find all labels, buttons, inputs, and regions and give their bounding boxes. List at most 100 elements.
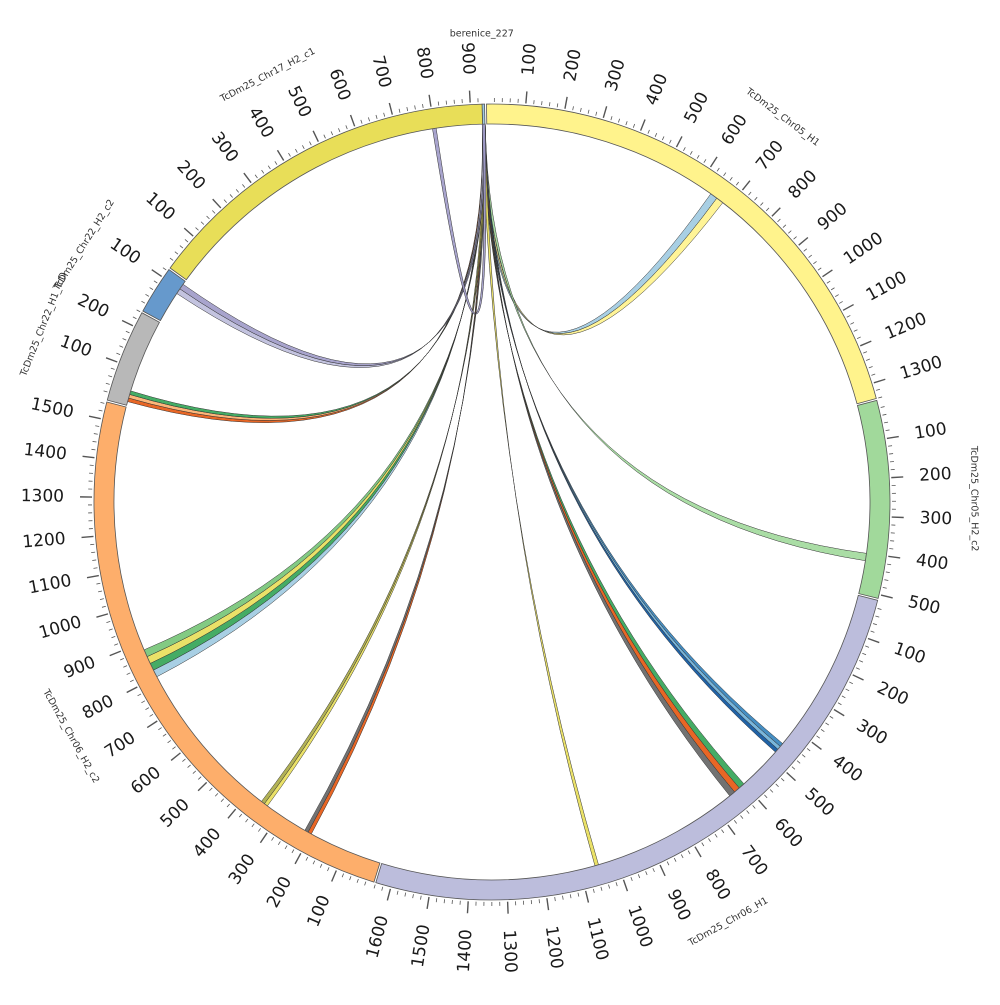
tick-label: 1200 <box>22 529 67 553</box>
tick-mark <box>869 367 873 368</box>
tick-mark <box>755 197 758 200</box>
tick-label: 100 <box>518 42 541 76</box>
tick-mark <box>120 658 124 660</box>
tick-mark <box>868 638 879 642</box>
tick-label: 600 <box>770 814 807 852</box>
tick-mark <box>467 901 468 913</box>
tick-mark <box>722 830 724 833</box>
tick-label: 800 <box>784 166 821 203</box>
tick-mark <box>109 629 113 630</box>
tick-mark <box>111 368 115 369</box>
tick-mark <box>827 281 830 283</box>
tick-mark <box>662 136 664 140</box>
tick-mark <box>799 238 808 246</box>
tick-mark <box>209 788 212 791</box>
tick-mark <box>193 771 196 774</box>
tick-mark <box>141 301 144 303</box>
tick-mark <box>653 868 655 872</box>
tick-mark <box>295 853 301 864</box>
tick-mark <box>881 407 885 408</box>
tick-mark <box>638 874 639 878</box>
tick-label: 600 <box>127 763 165 799</box>
tick-mark <box>429 95 431 107</box>
tick-mark <box>794 237 797 240</box>
tick-mark <box>278 841 280 844</box>
segment-chr05h1 <box>486 104 876 404</box>
link-chr06h2-7 <box>153 124 483 677</box>
tick-mark <box>695 847 701 857</box>
tick-label: 300 <box>225 850 260 888</box>
tick-mark <box>313 861 315 865</box>
tick-mark <box>331 131 333 135</box>
tick-mark <box>327 867 329 871</box>
tick-mark <box>123 666 127 668</box>
tick-mark <box>123 338 127 340</box>
tick-label: 500 <box>157 795 194 832</box>
tick-mark <box>747 811 750 814</box>
tick-mark <box>783 225 786 228</box>
tick-mark <box>878 608 882 609</box>
link-chr06h1-4 <box>482 124 598 866</box>
tick-mark <box>667 862 669 866</box>
tick-label: 100 <box>141 188 179 225</box>
tick-label: 700 <box>368 54 395 90</box>
tick-mark <box>100 599 104 600</box>
tick-mark <box>847 315 851 317</box>
segment-chr05h2 <box>857 400 890 598</box>
tick-mark <box>106 358 117 362</box>
tick-mark <box>141 701 144 703</box>
tick-mark <box>93 441 97 442</box>
tick-mark <box>683 147 685 151</box>
tick-mark <box>611 116 612 120</box>
tick-label: 1400 <box>23 440 68 465</box>
tick-mark <box>421 896 422 900</box>
tick-mark <box>413 894 414 898</box>
tick-mark <box>227 804 230 807</box>
tick-mark <box>608 885 609 889</box>
tick-mark <box>596 112 597 116</box>
tick-mark <box>871 374 875 375</box>
tick-mark <box>285 846 287 849</box>
tick-mark <box>99 410 103 411</box>
tick-mark <box>863 352 867 353</box>
tick-mark <box>102 606 106 607</box>
tick-mark <box>766 208 769 211</box>
tick-mark <box>802 755 805 758</box>
segment-label-chr05h2: TcDm25_Chr05_H2_c2 <box>968 445 980 552</box>
tick-mark <box>207 216 210 219</box>
tick-mark <box>623 880 627 891</box>
tick-mark <box>309 142 311 146</box>
tick-mark <box>382 887 383 891</box>
tick-mark <box>850 323 854 325</box>
tick-mark <box>708 838 710 841</box>
tick-mark <box>764 795 767 798</box>
tick-mark <box>846 689 850 691</box>
tick-mark <box>603 106 606 118</box>
tick-label: 300 <box>919 508 952 529</box>
tick-mark <box>690 151 692 154</box>
tick-mark <box>172 747 175 749</box>
tick-mark <box>133 317 137 319</box>
tick-mark <box>866 359 870 360</box>
tick-mark <box>110 651 121 655</box>
tick-mark <box>826 723 829 725</box>
tick-mark <box>813 261 816 263</box>
tick-label: 900 <box>663 886 695 924</box>
tick-mark <box>859 660 863 662</box>
tick-mark <box>891 477 903 478</box>
tick-mark <box>740 815 742 818</box>
tick-label: 700 <box>101 728 139 763</box>
tick-label: 1300 <box>898 352 945 384</box>
tick-label: 400 <box>915 550 950 574</box>
tick-mark <box>676 136 682 147</box>
tick-mark <box>320 864 322 868</box>
tick-label: 800 <box>412 45 437 80</box>
tick-mark <box>792 767 795 770</box>
tick-mark <box>704 159 706 162</box>
tick-mark <box>760 202 763 205</box>
tick-label: 100 <box>913 419 948 444</box>
segment-label-chr05h1: TcDm25_Chr05_H1 <box>743 85 822 148</box>
tick-mark <box>573 106 574 110</box>
tick-mark <box>580 108 581 112</box>
